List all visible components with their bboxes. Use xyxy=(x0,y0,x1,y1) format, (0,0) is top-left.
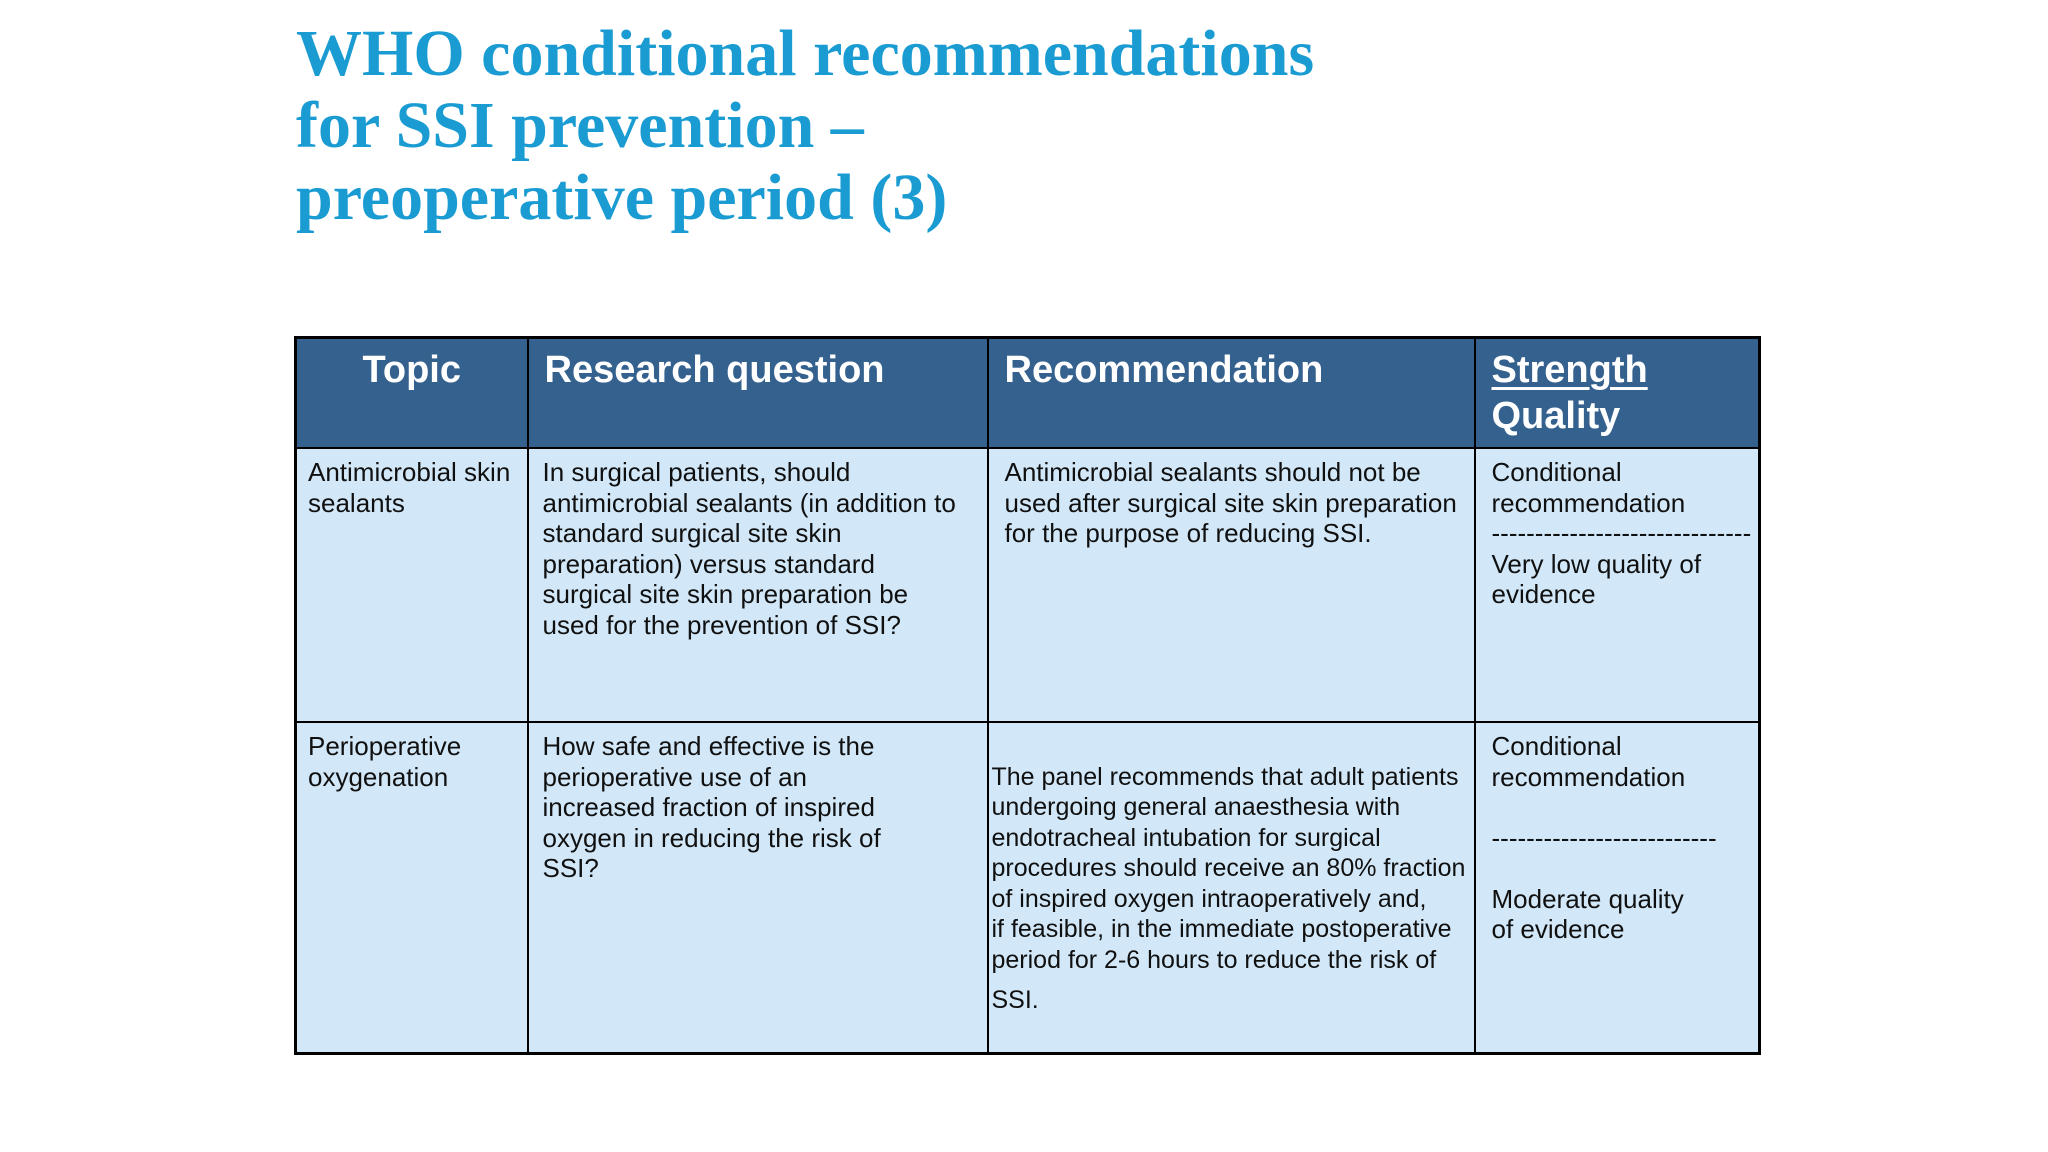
cell-strength-quality: Conditional recommendation -------------… xyxy=(1473,447,1761,723)
table-header-row: Topic Research question Recommendation S… xyxy=(294,336,1761,449)
column-header-topic: Topic xyxy=(294,336,529,449)
cell-research-question: In surgical patients, should antimicrobi… xyxy=(526,447,989,723)
table-row-perioperative-oxygenation: Perioperative oxygenation How safe and e… xyxy=(294,721,1761,1055)
cell-recommendation: Antimicrobial sealants should not be use… xyxy=(986,447,1476,723)
recommendation-text: The panel recommends that adult patients… xyxy=(991,762,1466,974)
recommendation-text-tail: SSI. xyxy=(991,986,1039,1014)
slide-title: WHO conditional recommendations for SSI … xyxy=(296,18,1314,234)
column-header-strength-quality: Strength Quality xyxy=(1473,336,1761,449)
quality-header-label: Quality xyxy=(1491,395,1621,437)
slide-title-line-2: for SSI prevention – xyxy=(296,89,864,162)
cell-topic: Perioperative oxygenation xyxy=(294,721,529,1055)
recommendations-table: Topic Research question Recommendation S… xyxy=(294,336,1761,1055)
column-header-recommendation: Recommendation xyxy=(986,336,1476,449)
table-row-antimicrobial-skin-sealants: Antimicrobial skin sealants In surgical … xyxy=(294,447,1761,723)
slide-title-line-1: WHO conditional recommendations xyxy=(296,17,1315,90)
cell-research-question: How safe and effective is the perioperat… xyxy=(526,721,989,1055)
strength-header-label: Strength xyxy=(1491,349,1648,391)
cell-strength-quality: Conditional recommendation -------------… xyxy=(1473,721,1761,1055)
column-header-research-question: Research question xyxy=(526,336,989,449)
slide-title-line-3: preoperative period (3) xyxy=(296,161,948,234)
cell-topic: Antimicrobial skin sealants xyxy=(294,447,529,723)
cell-recommendation: The panel recommends that adult patients… xyxy=(986,721,1476,1055)
